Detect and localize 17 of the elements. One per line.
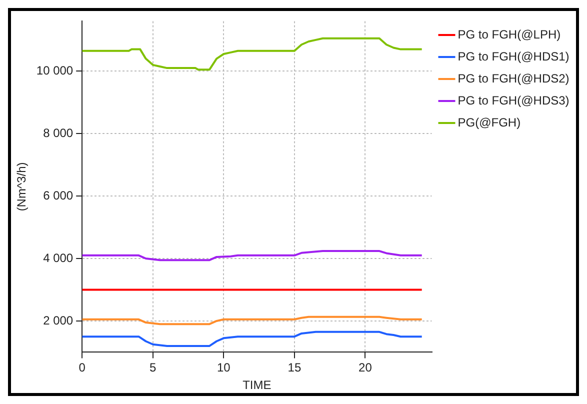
legend-label: PG to FGH(@HDS3) (458, 93, 570, 108)
y-tick-label: 2 000 (43, 313, 74, 328)
y-tick-label: 10 000 (36, 63, 74, 78)
x-tick-label: 5 (150, 360, 157, 375)
legend-label: PG to FGH(@HDS2) (458, 71, 570, 86)
legend-label: PG to FGH(@HDS1) (458, 49, 570, 64)
x-tick-label: 10 (216, 360, 231, 375)
y-tick-label: 6 000 (43, 188, 74, 202)
legend-label: PG(@FGH) (458, 115, 521, 130)
x-axis-title: TIME (242, 378, 272, 392)
y-tick-label: 4 000 (43, 250, 74, 265)
legend-label: PG to FGH(@LPH) (458, 27, 561, 42)
y-axis-title: (Nm^3/h) (14, 162, 29, 212)
y-tick-label: 8 000 (43, 126, 74, 140)
x-tick-label: 0 (78, 360, 86, 375)
x-tick-label: 15 (288, 360, 302, 375)
x-tick-label: 20 (358, 360, 372, 375)
